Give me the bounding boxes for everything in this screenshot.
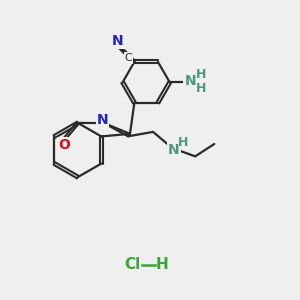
Text: N: N: [112, 34, 124, 48]
Text: O: O: [58, 138, 70, 152]
Text: Cl: Cl: [124, 257, 140, 272]
Text: H: H: [178, 136, 189, 149]
Text: H: H: [196, 82, 206, 95]
Text: N: N: [168, 142, 179, 157]
Text: H: H: [196, 68, 206, 81]
Text: N: N: [184, 74, 196, 88]
Text: H: H: [155, 257, 168, 272]
Text: C: C: [124, 53, 132, 63]
Text: N: N: [97, 113, 108, 127]
